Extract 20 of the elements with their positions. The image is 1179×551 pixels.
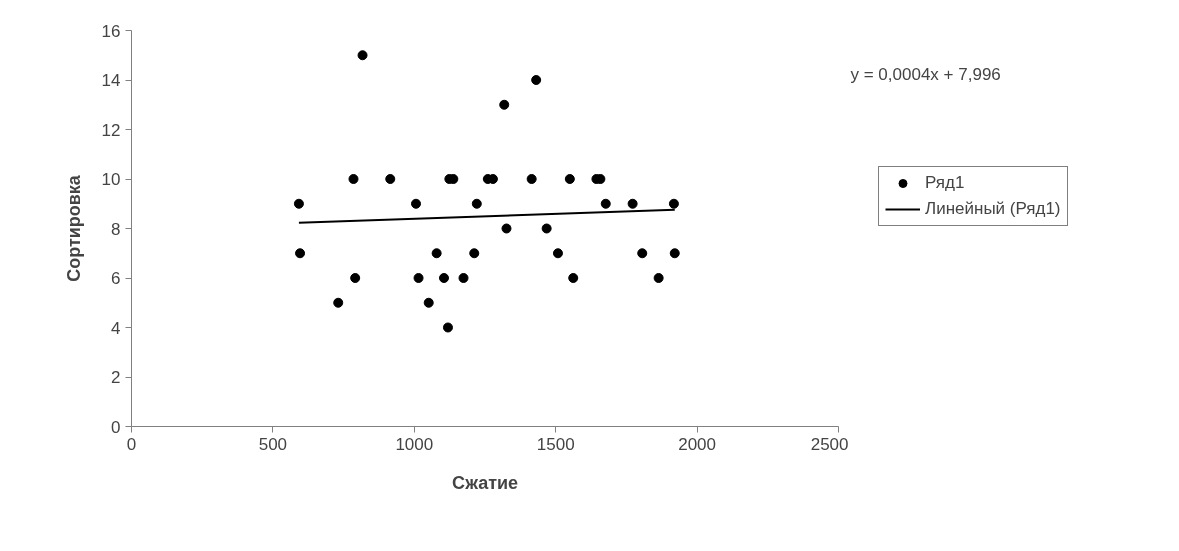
text: y = 0,0004x + 7,996 bbox=[850, 64, 1001, 84]
y-axis-title: Сортировка bbox=[63, 174, 84, 282]
y-tick-label: 16 bbox=[101, 21, 121, 41]
y-tick-label: 6 bbox=[111, 269, 121, 288]
y-tick-label: 10 bbox=[101, 170, 121, 189]
x-tick-label: 1500 bbox=[536, 434, 575, 454]
x-tick-label: 2500 bbox=[810, 434, 849, 454]
x-tick-label: 500 bbox=[258, 434, 288, 454]
y-tick-label: 14 bbox=[101, 71, 121, 90]
y-tick-label: 4 bbox=[111, 318, 121, 338]
legend-label: Ряд1 bbox=[925, 173, 965, 193]
x-axis-title: Сжатие bbox=[451, 472, 519, 493]
y-tick-label: 0 bbox=[111, 417, 121, 437]
legend-label: Линейный (Ряд1) bbox=[925, 199, 1061, 219]
x-tick-label: 1000 bbox=[395, 434, 434, 454]
y-tick-label: 8 bbox=[111, 219, 121, 239]
x-tick-label: 0 bbox=[126, 434, 137, 454]
x-tick-label: 2000 bbox=[678, 434, 717, 454]
y-tick-label: 2 bbox=[111, 368, 121, 387]
y-tick-label: 12 bbox=[101, 120, 121, 140]
